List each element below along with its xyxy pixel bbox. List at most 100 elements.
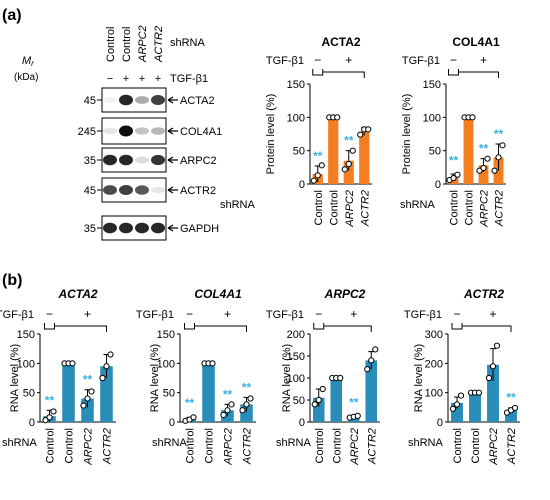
x-category-label: ACTR2 [102,428,114,465]
tgf-bracket-minus [451,323,463,330]
x-category-label: Control [452,428,464,463]
bar [343,160,354,184]
blot-protein-label: ACTR2 [180,185,216,197]
y-tick-label: 50 [293,395,305,407]
tgf-bracket-plus [462,325,512,332]
y-tick-label: 0 [435,179,441,191]
data-point [457,392,465,399]
chart-title: ACTA2 [57,287,97,301]
data-point [489,363,497,370]
data-point [469,114,476,121]
data-point [50,408,57,415]
data-point [365,126,372,133]
tgf-plus: + [84,307,91,321]
data-point [310,177,317,184]
tgf-label: TGF-β1 [402,55,440,67]
tgf-bracket-plus [194,325,247,332]
y-tick-label: 100 [17,358,35,370]
data-point [475,389,483,396]
data-point [449,405,457,412]
y-tick-label: 0 [169,417,175,429]
shrna-label: shRNA [220,199,256,211]
x-category-label: ACTR2 [366,428,378,465]
chart-title: ARPC2 [324,287,366,301]
blot-band [103,127,117,135]
data-point [228,401,235,408]
y-tick-label: 100 [157,358,175,370]
data-point [239,407,246,414]
bar [487,364,499,422]
y-tick-label: 0 [29,417,35,429]
data-point [311,401,318,408]
blot-band [103,222,117,234]
tgf-label: TGF-β1 [0,309,34,321]
y-tick-label: 300 [425,329,443,341]
y-tick-label: 0 [299,417,305,429]
blot-lane-label: ACTR2 [153,26,165,63]
bar [365,360,378,422]
x-category-label: Control [331,428,343,463]
tgf-bracket-minus [448,69,459,76]
blot-mw-label: 35 [84,155,96,167]
blot-lane-label: Control [121,27,133,62]
chart-1: ACTA2 TGF-β1− +0 50 100 150 Protein level (%) *… [220,35,372,228]
significance-mark: ** [223,387,233,401]
bar [463,117,474,184]
x-category-label: ARPC2 [488,428,500,466]
data-point [349,147,356,154]
significance-mark: ** [185,396,195,410]
blot-band [119,185,133,195]
data-point [42,417,49,424]
blot-band [151,186,165,194]
data-point [450,174,457,182]
x-category-label: Control [470,428,482,463]
bar [62,363,75,422]
data-point [88,388,95,395]
blot-lane-label: Control [105,27,117,62]
x-category-label: ARPC2 [479,190,491,228]
blot-protein-label: ACTA2 [180,95,215,107]
x-category-label: Control [328,190,340,225]
blot-tgf-sign: + [155,73,161,85]
data-point [318,162,325,169]
y-axis-label: RNA level (%) [281,344,293,412]
data-point [243,401,250,408]
shrna-label: shRNA [2,437,38,449]
bar [202,363,215,422]
data-point [220,411,227,419]
blot-band [135,96,149,104]
data-point [495,154,502,161]
tgf-plus: + [480,53,487,67]
data-point [453,401,461,408]
data-point [99,374,106,382]
blot-protein-label: GAPDH [180,223,219,235]
data-point [480,164,487,172]
significance-mark: ** [83,373,93,387]
tgf-bracket-plus [458,71,499,78]
bar [451,402,463,422]
data-point [341,166,348,173]
y-axis-label: RNA level (%) [149,344,161,412]
shrna-label: shRNA [276,437,312,449]
blot-tgf-sign: − [107,73,113,85]
x-category-label: Control [204,428,216,463]
x-category-label: ARPC2 [83,428,95,466]
data-point [319,385,326,393]
data-point [485,374,493,382]
significance-mark: ** [506,390,516,404]
blot-protein-label: COL4A1 [180,126,222,138]
tgf-plus: + [345,53,352,67]
tgf-minus: − [315,307,322,321]
tgf-bracket-minus [44,323,55,330]
y-axis-label: RNA level (%) [413,344,425,412]
tgf-plus: + [489,307,496,321]
data-point [80,402,87,409]
data-point [493,342,501,349]
blot-lane-label: ARPC2 [137,25,149,63]
x-category-label: Control [185,428,197,463]
x-category-label: Control [64,428,76,463]
significance-mark: ** [242,380,252,394]
blot-band [135,185,149,195]
x-category-label: ARPC2 [223,428,235,466]
